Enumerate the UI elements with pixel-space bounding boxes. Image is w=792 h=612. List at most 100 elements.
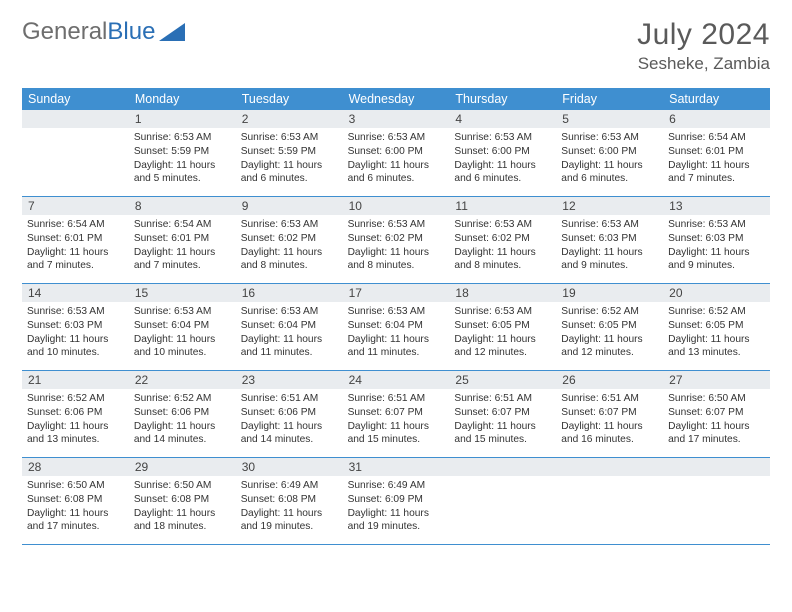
title-block: July 2024 Sesheke, Zambia <box>637 18 770 74</box>
day-number: 28 <box>22 458 129 476</box>
day-number: 9 <box>236 197 343 215</box>
week-row: 1Sunrise: 6:53 AMSunset: 5:59 PMDaylight… <box>22 110 770 197</box>
day-cell: 7Sunrise: 6:54 AMSunset: 6:01 PMDaylight… <box>22 197 129 283</box>
day-number: 1 <box>129 110 236 128</box>
day-cell <box>556 458 663 544</box>
day-cell: 28Sunrise: 6:50 AMSunset: 6:08 PMDayligh… <box>22 458 129 544</box>
day-cell: 14Sunrise: 6:53 AMSunset: 6:03 PMDayligh… <box>22 284 129 370</box>
day-number: 21 <box>22 371 129 389</box>
day-cell: 4Sunrise: 6:53 AMSunset: 6:00 PMDaylight… <box>449 110 556 196</box>
day-info: Sunrise: 6:51 AMSunset: 6:06 PMDaylight:… <box>236 389 343 450</box>
day-cell: 8Sunrise: 6:54 AMSunset: 6:01 PMDaylight… <box>129 197 236 283</box>
brand-triangle-icon <box>159 23 185 41</box>
day-number: 16 <box>236 284 343 302</box>
day-number: 29 <box>129 458 236 476</box>
day-number: 23 <box>236 371 343 389</box>
day-cell: 29Sunrise: 6:50 AMSunset: 6:08 PMDayligh… <box>129 458 236 544</box>
day-number: 8 <box>129 197 236 215</box>
day-info: Sunrise: 6:53 AMSunset: 6:00 PMDaylight:… <box>556 128 663 189</box>
day-info: Sunrise: 6:53 AMSunset: 6:04 PMDaylight:… <box>236 302 343 363</box>
day-cell: 17Sunrise: 6:53 AMSunset: 6:04 PMDayligh… <box>343 284 450 370</box>
day-cell: 21Sunrise: 6:52 AMSunset: 6:06 PMDayligh… <box>22 371 129 457</box>
day-cell: 11Sunrise: 6:53 AMSunset: 6:02 PMDayligh… <box>449 197 556 283</box>
brand-part1: General <box>22 18 107 46</box>
day-header: Monday <box>129 88 236 110</box>
day-info: Sunrise: 6:53 AMSunset: 6:03 PMDaylight:… <box>22 302 129 363</box>
empty-day-number <box>556 458 663 476</box>
day-cell: 20Sunrise: 6:52 AMSunset: 6:05 PMDayligh… <box>663 284 770 370</box>
day-cell: 24Sunrise: 6:51 AMSunset: 6:07 PMDayligh… <box>343 371 450 457</box>
day-header: Thursday <box>449 88 556 110</box>
day-number: 6 <box>663 110 770 128</box>
day-cell: 19Sunrise: 6:52 AMSunset: 6:05 PMDayligh… <box>556 284 663 370</box>
weeks-container: 1Sunrise: 6:53 AMSunset: 5:59 PMDaylight… <box>22 110 770 545</box>
day-cell: 16Sunrise: 6:53 AMSunset: 6:04 PMDayligh… <box>236 284 343 370</box>
brand-logo: GeneralBlue <box>22 18 185 46</box>
day-info: Sunrise: 6:51 AMSunset: 6:07 PMDaylight:… <box>449 389 556 450</box>
day-info: Sunrise: 6:53 AMSunset: 6:00 PMDaylight:… <box>449 128 556 189</box>
day-header: Saturday <box>663 88 770 110</box>
day-number: 11 <box>449 197 556 215</box>
day-cell: 18Sunrise: 6:53 AMSunset: 6:05 PMDayligh… <box>449 284 556 370</box>
day-header: Tuesday <box>236 88 343 110</box>
day-info: Sunrise: 6:52 AMSunset: 6:06 PMDaylight:… <box>129 389 236 450</box>
empty-day-number <box>22 110 129 128</box>
day-info: Sunrise: 6:53 AMSunset: 6:02 PMDaylight:… <box>236 215 343 276</box>
day-info: Sunrise: 6:52 AMSunset: 6:06 PMDaylight:… <box>22 389 129 450</box>
day-cell: 3Sunrise: 6:53 AMSunset: 6:00 PMDaylight… <box>343 110 450 196</box>
page-title: July 2024 <box>637 18 770 52</box>
day-cell: 22Sunrise: 6:52 AMSunset: 6:06 PMDayligh… <box>129 371 236 457</box>
day-of-week-header: SundayMondayTuesdayWednesdayThursdayFrid… <box>22 88 770 110</box>
day-header: Wednesday <box>343 88 450 110</box>
day-number: 26 <box>556 371 663 389</box>
day-info: Sunrise: 6:52 AMSunset: 6:05 PMDaylight:… <box>663 302 770 363</box>
day-info: Sunrise: 6:53 AMSunset: 6:02 PMDaylight:… <box>449 215 556 276</box>
day-cell: 6Sunrise: 6:54 AMSunset: 6:01 PMDaylight… <box>663 110 770 196</box>
day-header: Friday <box>556 88 663 110</box>
day-number: 27 <box>663 371 770 389</box>
calendar: SundayMondayTuesdayWednesdayThursdayFrid… <box>22 88 770 545</box>
day-number: 12 <box>556 197 663 215</box>
location-subtitle: Sesheke, Zambia <box>637 54 770 74</box>
day-info: Sunrise: 6:54 AMSunset: 6:01 PMDaylight:… <box>663 128 770 189</box>
day-number: 14 <box>22 284 129 302</box>
day-info: Sunrise: 6:53 AMSunset: 6:02 PMDaylight:… <box>343 215 450 276</box>
day-number: 24 <box>343 371 450 389</box>
day-number: 2 <box>236 110 343 128</box>
day-number: 31 <box>343 458 450 476</box>
day-cell <box>22 110 129 196</box>
day-info: Sunrise: 6:50 AMSunset: 6:08 PMDaylight:… <box>129 476 236 537</box>
day-number: 4 <box>449 110 556 128</box>
day-info: Sunrise: 6:53 AMSunset: 6:00 PMDaylight:… <box>343 128 450 189</box>
day-number: 25 <box>449 371 556 389</box>
day-info: Sunrise: 6:53 AMSunset: 6:05 PMDaylight:… <box>449 302 556 363</box>
day-info: Sunrise: 6:52 AMSunset: 6:05 PMDaylight:… <box>556 302 663 363</box>
day-info: Sunrise: 6:54 AMSunset: 6:01 PMDaylight:… <box>129 215 236 276</box>
day-info: Sunrise: 6:50 AMSunset: 6:08 PMDaylight:… <box>22 476 129 537</box>
day-info: Sunrise: 6:49 AMSunset: 6:09 PMDaylight:… <box>343 476 450 537</box>
day-info: Sunrise: 6:53 AMSunset: 6:04 PMDaylight:… <box>343 302 450 363</box>
day-cell: 15Sunrise: 6:53 AMSunset: 6:04 PMDayligh… <box>129 284 236 370</box>
day-info: Sunrise: 6:53 AMSunset: 5:59 PMDaylight:… <box>129 128 236 189</box>
week-row: 14Sunrise: 6:53 AMSunset: 6:03 PMDayligh… <box>22 284 770 371</box>
day-cell: 25Sunrise: 6:51 AMSunset: 6:07 PMDayligh… <box>449 371 556 457</box>
empty-day-number <box>663 458 770 476</box>
header: GeneralBlue July 2024 Sesheke, Zambia <box>22 18 770 74</box>
day-header: Sunday <box>22 88 129 110</box>
day-cell: 2Sunrise: 6:53 AMSunset: 5:59 PMDaylight… <box>236 110 343 196</box>
day-number: 15 <box>129 284 236 302</box>
day-cell: 27Sunrise: 6:50 AMSunset: 6:07 PMDayligh… <box>663 371 770 457</box>
day-cell <box>663 458 770 544</box>
day-info: Sunrise: 6:53 AMSunset: 5:59 PMDaylight:… <box>236 128 343 189</box>
empty-day-number <box>449 458 556 476</box>
day-cell: 13Sunrise: 6:53 AMSunset: 6:03 PMDayligh… <box>663 197 770 283</box>
day-cell: 10Sunrise: 6:53 AMSunset: 6:02 PMDayligh… <box>343 197 450 283</box>
day-info: Sunrise: 6:53 AMSunset: 6:03 PMDaylight:… <box>556 215 663 276</box>
day-number: 3 <box>343 110 450 128</box>
day-cell <box>449 458 556 544</box>
day-cell: 1Sunrise: 6:53 AMSunset: 5:59 PMDaylight… <box>129 110 236 196</box>
day-info: Sunrise: 6:50 AMSunset: 6:07 PMDaylight:… <box>663 389 770 450</box>
week-row: 21Sunrise: 6:52 AMSunset: 6:06 PMDayligh… <box>22 371 770 458</box>
day-number: 10 <box>343 197 450 215</box>
day-number: 13 <box>663 197 770 215</box>
